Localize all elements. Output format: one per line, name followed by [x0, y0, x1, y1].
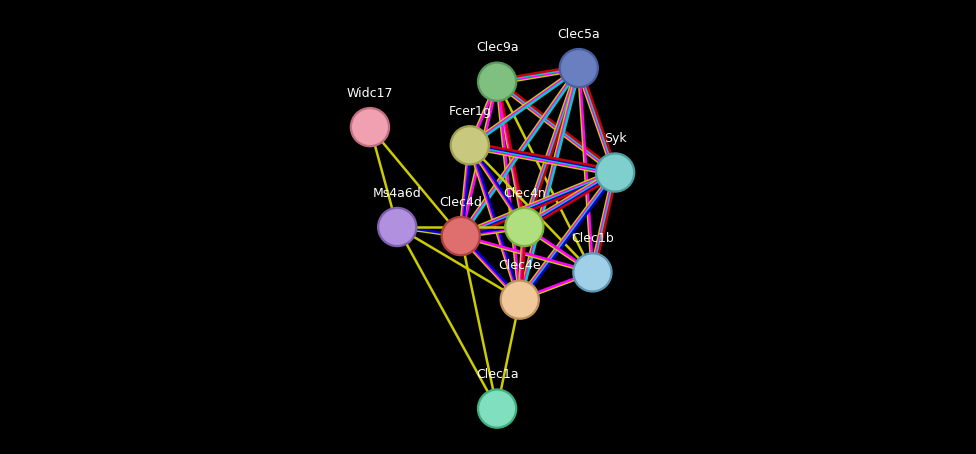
Text: Clec4d: Clec4d — [439, 196, 482, 209]
Circle shape — [598, 155, 632, 190]
Circle shape — [561, 51, 596, 85]
Circle shape — [477, 62, 516, 101]
Circle shape — [595, 153, 634, 192]
Text: Clec4n: Clec4n — [503, 187, 546, 200]
Circle shape — [480, 391, 514, 426]
Circle shape — [480, 64, 514, 99]
Circle shape — [441, 217, 480, 256]
Text: Syk: Syk — [604, 132, 627, 145]
Circle shape — [477, 389, 516, 428]
Circle shape — [443, 219, 478, 253]
Text: Clec5a: Clec5a — [557, 28, 600, 41]
Circle shape — [575, 255, 610, 290]
Text: Ms4a6d: Ms4a6d — [373, 187, 422, 200]
Circle shape — [450, 126, 489, 165]
Circle shape — [573, 253, 612, 292]
Text: Clec9a: Clec9a — [475, 41, 518, 54]
Circle shape — [508, 210, 542, 244]
Circle shape — [352, 110, 387, 144]
Circle shape — [501, 280, 540, 319]
Circle shape — [505, 207, 544, 247]
Circle shape — [559, 49, 598, 88]
Text: Fcer1g: Fcer1g — [448, 105, 491, 118]
Circle shape — [378, 207, 417, 247]
Text: Widc17: Widc17 — [346, 87, 393, 100]
Circle shape — [503, 282, 537, 317]
Text: Clec1b: Clec1b — [571, 232, 614, 245]
Circle shape — [380, 210, 415, 244]
Circle shape — [350, 108, 389, 147]
Text: Clec4e: Clec4e — [499, 259, 541, 272]
Circle shape — [453, 128, 487, 163]
Text: Clec1a: Clec1a — [475, 368, 518, 381]
